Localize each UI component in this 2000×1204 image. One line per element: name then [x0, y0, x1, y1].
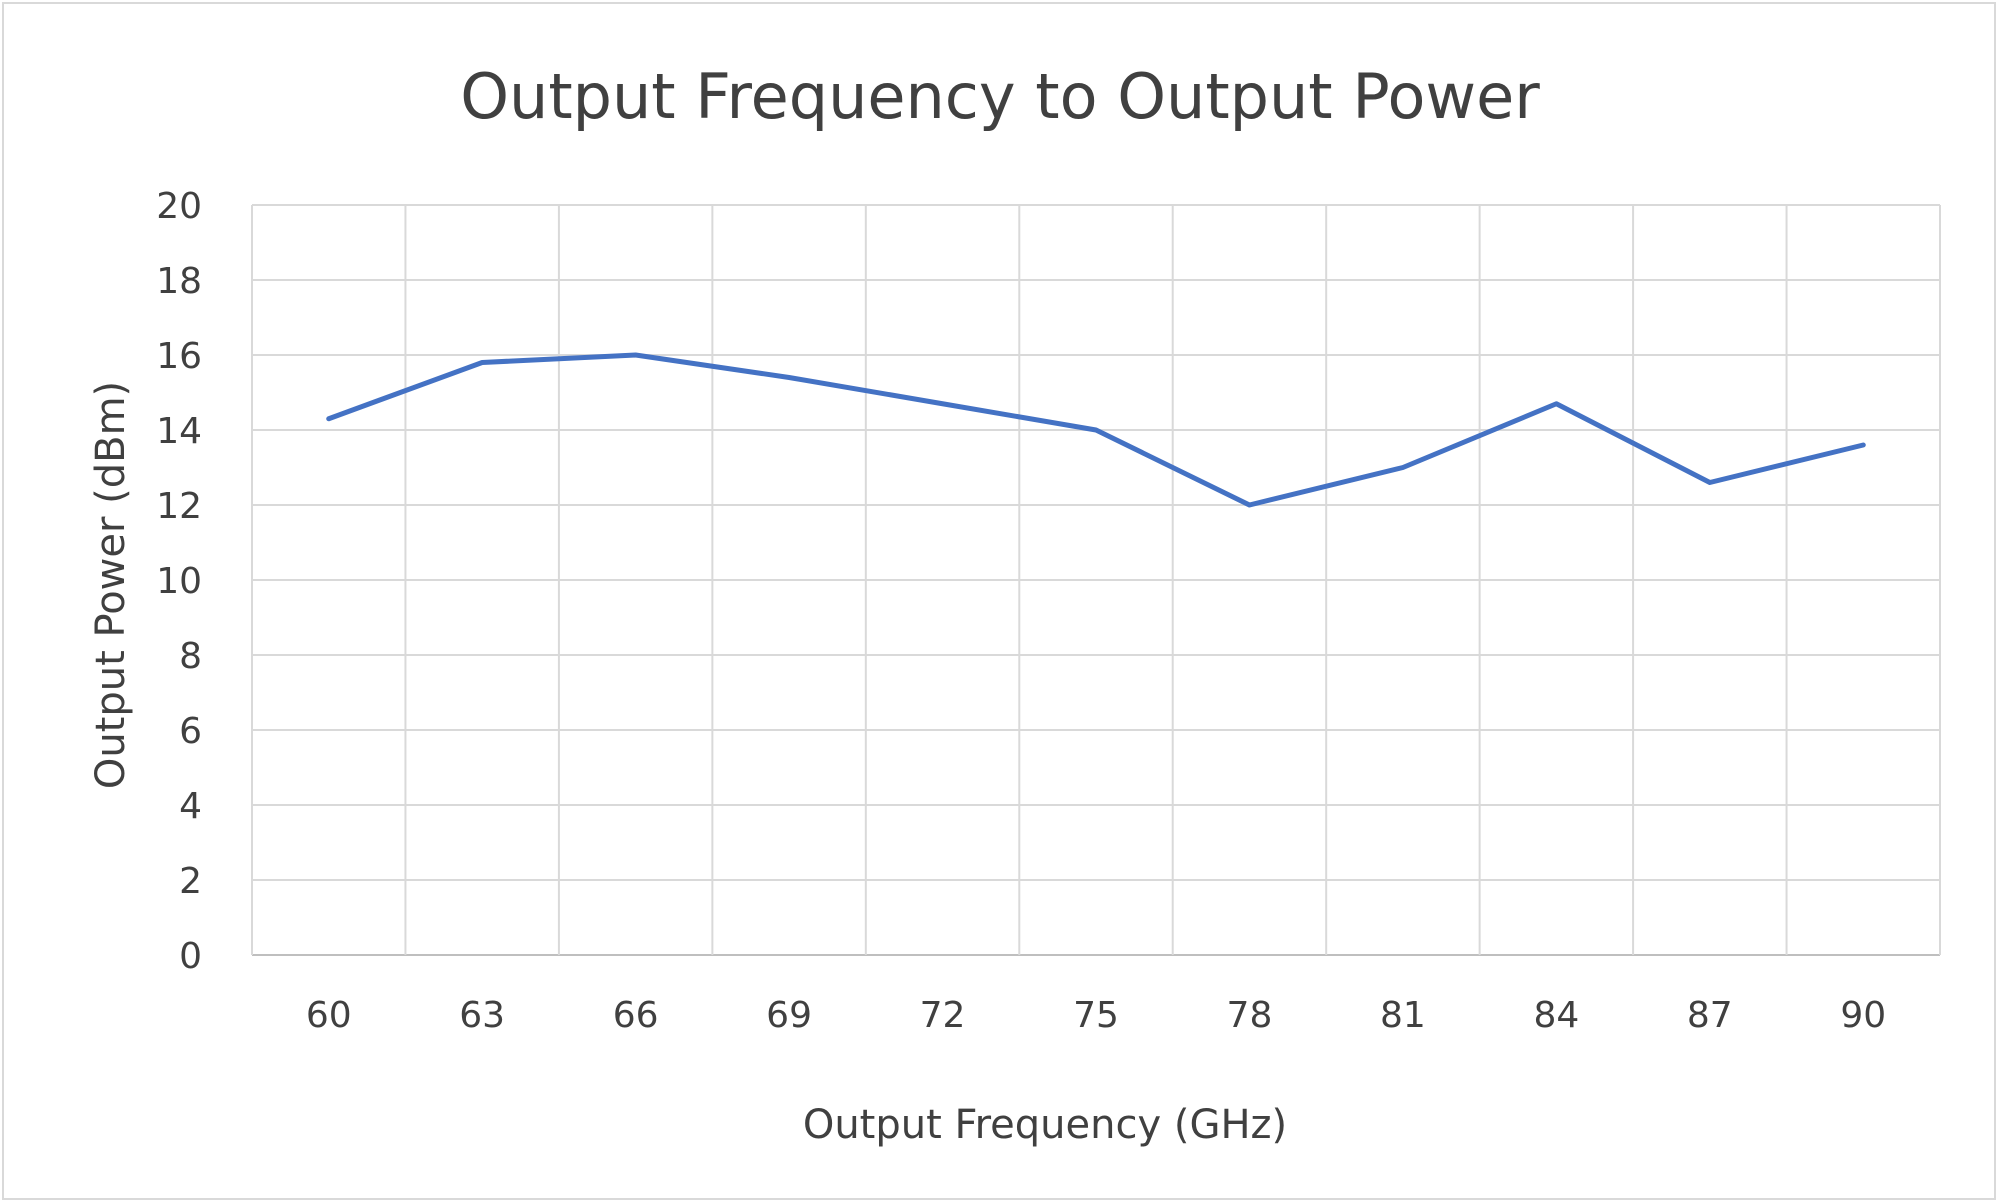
x-tick-label-60: 60: [306, 995, 352, 1036]
x-tick-label-63: 63: [459, 995, 505, 1036]
grid: [251, 204, 1941, 956]
y-tick-label-0: 0: [179, 936, 202, 977]
y-tick-label-2: 2: [179, 861, 202, 902]
y-axis-ticks: 0 2 4 6 8 10 12 14 16 18 20: [156, 186, 202, 977]
y-tick-label-4: 4: [179, 786, 202, 827]
y-tick-label-18: 18: [156, 261, 202, 302]
x-axis-label: Output Frequency (GHz): [803, 1102, 1287, 1148]
series-group: [326, 352, 1866, 508]
y-axis-label: Output Power (dBm): [88, 381, 134, 789]
x-tick-label-66: 66: [613, 995, 659, 1036]
x-tick-label-72: 72: [920, 995, 966, 1036]
x-tick-label-81: 81: [1380, 995, 1426, 1036]
y-tick-label-10: 10: [156, 561, 202, 602]
y-tick-label-8: 8: [179, 636, 202, 677]
x-tick-label-90: 90: [1840, 995, 1886, 1036]
x-tick-label-75: 75: [1073, 995, 1119, 1036]
y-tick-label-12: 12: [156, 486, 202, 527]
x-axis-ticks: 60 63 66 69 72 75 78 81 84 87 90: [306, 995, 1886, 1036]
x-tick-label-84: 84: [1533, 995, 1579, 1036]
y-tick-label-16: 16: [156, 336, 202, 377]
y-tick-label-6: 6: [179, 711, 202, 752]
y-tick-label-14: 14: [156, 411, 202, 452]
x-tick-label-87: 87: [1687, 995, 1733, 1036]
y-tick-label-20: 20: [156, 186, 202, 227]
x-tick-label-78: 78: [1227, 995, 1273, 1036]
chart-title: Output Frequency to Output Power: [460, 60, 1540, 133]
x-tick-label-69: 69: [766, 995, 812, 1036]
series-line-0: [326, 352, 1866, 508]
